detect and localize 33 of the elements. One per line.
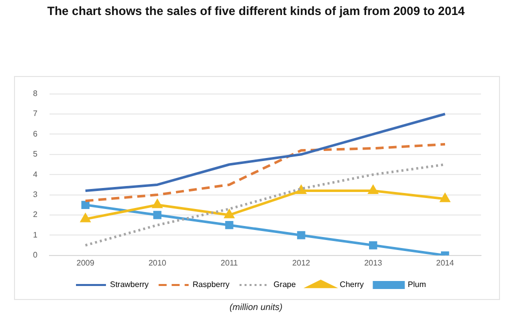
legend-label: Raspberry	[192, 280, 230, 290]
point	[153, 210, 162, 220]
point	[297, 231, 306, 240]
point	[296, 186, 306, 194]
point	[368, 186, 378, 194]
y-tick-label: 6	[32, 129, 38, 138]
point	[152, 200, 162, 208]
legend-label: Strawberry	[110, 280, 149, 290]
y-tick-label: 1	[32, 230, 38, 240]
x-tick-label: 2012	[292, 258, 311, 268]
x-tick-label: 2013	[364, 258, 383, 268]
x-tick-label: 2009	[76, 258, 95, 268]
y-tick-label: 5	[32, 150, 38, 159]
point	[440, 194, 450, 202]
point	[81, 200, 90, 209]
y-tick-label: 3	[32, 190, 38, 200]
legend-label: Grape	[274, 280, 296, 290]
y-tick-label: 8	[32, 89, 38, 98]
x-tick-label: 2010	[148, 258, 167, 268]
x-axis-title: (million units)	[228, 302, 284, 312]
legend-label: Cherry	[340, 280, 364, 290]
y-tick-label: 7	[32, 109, 38, 118]
point	[80, 214, 90, 222]
legend-label: Plum	[408, 280, 426, 290]
x-tick-label: 2014	[436, 258, 454, 268]
point	[369, 241, 378, 250]
y-tick-label: 0	[32, 250, 38, 260]
point	[225, 221, 234, 230]
x-tick-label: 2011	[220, 258, 238, 268]
y-tick-label: 4	[32, 170, 38, 179]
chart-title: The chart shows the sales of five different kinds of jam from 2009 to 2014	[46, 4, 466, 18]
point	[224, 210, 234, 218]
y-tick-label: 2	[32, 210, 38, 220]
